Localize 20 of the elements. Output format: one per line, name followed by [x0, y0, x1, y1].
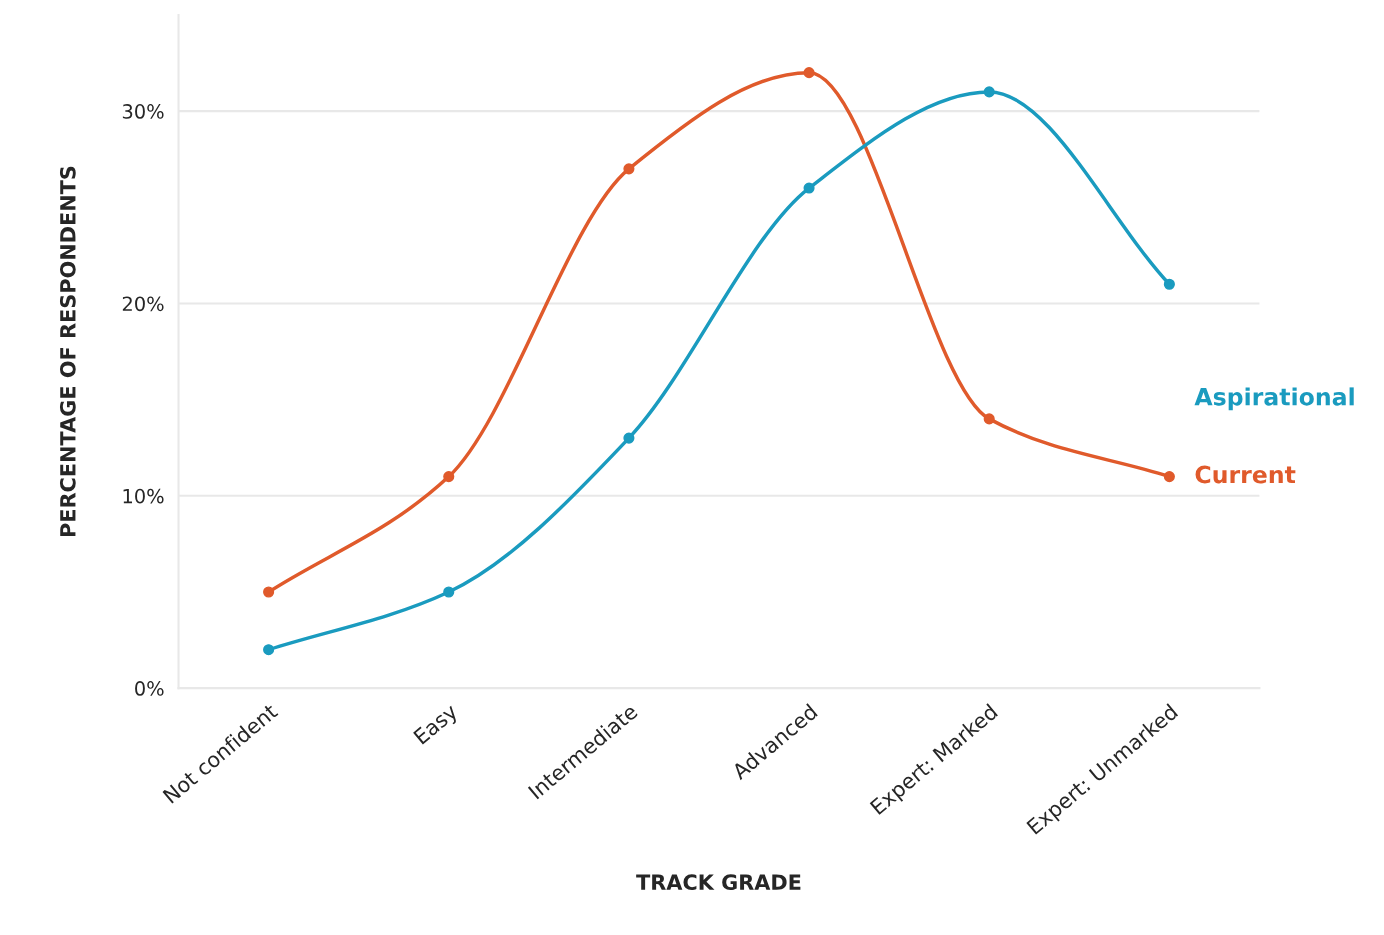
series-label: Current [1195, 465, 1296, 484]
x-axis-title: TRACK GRADE [636, 874, 801, 891]
point [983, 86, 995, 98]
point [1163, 278, 1175, 290]
point [1163, 471, 1175, 483]
point [983, 413, 995, 425]
point [803, 67, 815, 79]
point [623, 432, 635, 444]
point [443, 471, 455, 483]
y-axis-title: PERCENTAGE OF RESPONDENTS [59, 166, 76, 537]
text: Aspirational [1194, 387, 1354, 411]
point [623, 163, 635, 175]
y-tick-label: 20% [122, 296, 164, 312]
y-tick-label: 0% [135, 681, 164, 696]
point [803, 182, 815, 194]
point [263, 586, 275, 598]
y-tick-label: 10% [123, 488, 164, 504]
y-tick-label: 30% [122, 104, 164, 119]
point [263, 644, 275, 656]
point [443, 586, 455, 598]
